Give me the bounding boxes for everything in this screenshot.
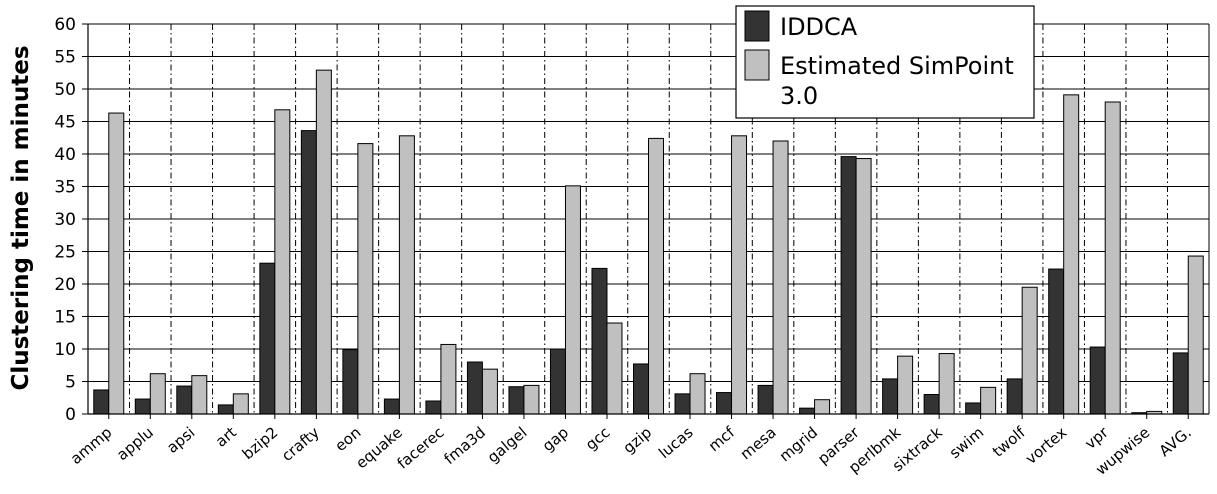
y-tick-labels: 0 5 10 15 20 25 30 35 40 45 50 55 60	[54, 15, 76, 425]
x-category-label: bzip2	[239, 423, 282, 463]
y-tick-label: 5	[65, 373, 76, 393]
y-tick-label: 30	[54, 210, 76, 230]
legend-swatch-iddca	[744, 10, 770, 42]
bar-simpoint-art	[232, 393, 249, 415]
bar-simpoint-mesa	[772, 140, 789, 415]
y-tick-label: 15	[54, 308, 76, 328]
bar-iddca-equake	[383, 398, 400, 415]
x-category-label: gcc	[582, 423, 613, 454]
bar-iddca-gcc	[591, 267, 608, 415]
x-category-label: gzip	[620, 423, 655, 457]
y-tick-label: 35	[54, 178, 76, 198]
x-category-label: mgrid	[776, 423, 821, 465]
y-tick-label: 25	[54, 243, 76, 263]
x-category-label: vpr	[1081, 423, 1112, 453]
bar-iddca-perlbmk	[882, 378, 899, 415]
x-category-label: AVG.	[1156, 423, 1195, 460]
bar-iddca-lucas	[674, 393, 691, 415]
bar-simpoint-ammp	[108, 112, 125, 415]
x-category-label: mesa	[737, 423, 780, 463]
bar-iddca-mcf	[716, 392, 733, 415]
bars	[93, 69, 1204, 415]
bar-simpoint-gcc	[606, 322, 623, 415]
y-tick-label: 50	[54, 80, 76, 100]
bar-iddca-parser	[840, 156, 857, 415]
bar-simpoint-vpr	[1104, 101, 1121, 415]
legend-label-simpoint: Estimated SimPoint 3.0	[780, 52, 1014, 110]
bar-simpoint-applu	[149, 373, 166, 415]
x-category-label: fma3d	[441, 423, 489, 468]
bar-simpoint-swim	[980, 386, 997, 415]
y-tick-label: 55	[54, 48, 76, 68]
y-tick-label: 45	[54, 113, 76, 133]
x-category-label: ammp	[67, 423, 115, 468]
bar-iddca-bzip2	[259, 262, 276, 415]
bar-simpoint-equake	[398, 135, 415, 415]
x-category-label: gap	[539, 423, 572, 455]
bar-iddca-facerec	[425, 400, 442, 415]
x-category-label: eon	[331, 423, 364, 455]
x-category-label: galgel	[484, 423, 531, 466]
bar-iddca-crafty	[300, 130, 317, 415]
x-category-label: apsi	[163, 423, 198, 457]
x-category-label: applu	[113, 423, 157, 464]
bar-iddca-mesa	[757, 384, 774, 415]
x-category-label: facerec	[394, 423, 448, 472]
bar-simpoint-perlbmk	[897, 355, 914, 415]
bar-iddca-eon	[342, 349, 359, 415]
bar-simpoint-twolf	[1021, 286, 1038, 415]
x-category-label: vortex	[1022, 423, 1070, 468]
bar-iddca-avg	[1172, 352, 1189, 415]
bar-simpoint-gap	[564, 185, 581, 415]
bar-iddca-galgel	[508, 386, 525, 415]
legend-swatch-simpoint	[744, 49, 770, 81]
y-tick-label: 20	[54, 275, 76, 295]
bar-iddca-fma3d	[466, 361, 483, 415]
bar-iddca-apsi	[176, 385, 193, 415]
bar-iddca-mgrid	[799, 407, 816, 415]
bar-simpoint-gzip	[648, 137, 664, 415]
bar-iddca-twolf	[1006, 378, 1023, 415]
bar-iddca-ammp	[93, 389, 110, 415]
y-tick-label: 10	[54, 340, 76, 360]
bar-simpoint-bzip2	[274, 109, 291, 415]
bar-simpoint-lucas	[689, 373, 706, 415]
x-category-label: swim	[946, 423, 987, 462]
bar-simpoint-fma3d	[481, 368, 498, 415]
legend: IDDCA Estimated SimPoint 3.0	[735, 5, 1035, 119]
y-tick-label: 60	[54, 15, 76, 35]
bar-simpoint-sixtrack	[938, 353, 955, 415]
bar-simpoint-facerec	[440, 343, 457, 415]
bar-simpoint-apsi	[191, 375, 208, 415]
legend-box	[735, 5, 1035, 119]
bar-simpoint-mcf	[731, 135, 748, 415]
x-category-label: mcf	[705, 423, 739, 455]
axes	[82, 23, 1210, 419]
bar-iddca-gzip	[633, 363, 649, 415]
bar-simpoint-vortex	[1063, 94, 1080, 415]
bar-simpoint-galgel	[523, 384, 540, 415]
bar-iddca-art	[217, 404, 234, 415]
bar-iddca-vortex	[1048, 268, 1065, 415]
bar-simpoint-avg	[1187, 255, 1204, 415]
bar-iddca-swim	[965, 402, 982, 415]
y-tick-label: 0	[65, 405, 76, 425]
x-category-label: art	[212, 423, 240, 451]
legend-label-iddca: IDDCA	[780, 13, 858, 41]
bar-iddca-applu	[134, 398, 151, 415]
bar-iddca-gap	[549, 348, 566, 415]
bar-simpoint-mgrid	[814, 399, 831, 415]
x-category-label: lucas	[655, 423, 697, 462]
y-axis-label: Clustering time in minutes	[8, 45, 34, 390]
bar-iddca-vpr	[1089, 346, 1106, 415]
bar-simpoint-parser	[855, 158, 872, 415]
y-tick-label: 40	[54, 145, 76, 165]
bar-iddca-sixtrack	[923, 394, 940, 415]
bar-simpoint-eon	[357, 143, 374, 415]
bar-simpoint-crafty	[315, 69, 332, 415]
x-category-label: crafty	[278, 423, 323, 465]
